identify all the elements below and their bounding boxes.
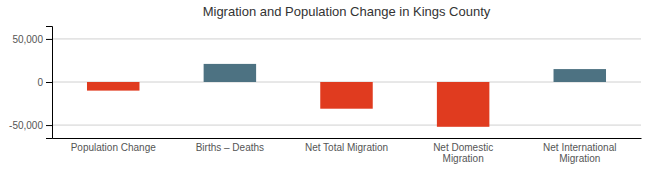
- y-tick: 50,000: [12, 34, 52, 45]
- x-tick-label-line: Net Total Migration: [305, 142, 388, 153]
- bar: [554, 69, 606, 82]
- y-tick-mark: [46, 82, 52, 83]
- x-tick-label: Net Total Migration: [305, 142, 388, 153]
- x-tick-label-line: Net International: [543, 142, 616, 153]
- bars: [87, 64, 606, 127]
- x-tick-label: Population Change: [71, 142, 157, 153]
- x-tick-label-line: Population Change: [71, 142, 157, 153]
- grid-line: [52, 125, 641, 126]
- x-tick: Population Change: [71, 138, 157, 153]
- grid: [52, 39, 641, 125]
- bar: [320, 82, 372, 109]
- y-axis-line: [46, 27, 53, 139]
- y-tick-label: 0: [37, 77, 43, 88]
- y-tick: -50,000: [9, 120, 52, 131]
- x-tick-label: Births – Deaths: [196, 142, 264, 153]
- x-tick-label-line: Migration: [559, 153, 600, 164]
- x-axis-line: [53, 138, 642, 139]
- y-tick-label: -50,000: [9, 120, 43, 131]
- x-tick-label-line: Net Domestic: [433, 142, 493, 153]
- x-tick-label-line: Births – Deaths: [196, 142, 264, 153]
- x-tick: Net InternationalMigration: [543, 138, 616, 164]
- bar: [437, 82, 489, 127]
- x-tick-label: Net InternationalMigration: [543, 142, 616, 164]
- chart-container: Migration and Population Change in Kings…: [0, 0, 653, 172]
- y-axis: -50,000 0 50,000: [9, 27, 52, 139]
- x-tick: Net DomesticMigration: [433, 138, 493, 164]
- x-tick: Net Total Migration: [305, 138, 388, 153]
- chart-title: Migration and Population Change in Kings…: [203, 4, 491, 19]
- bar: [204, 64, 256, 82]
- x-tick-label: Net DomesticMigration: [433, 142, 493, 164]
- x-axis: Population Change Births – Deaths Net Tota…: [53, 138, 642, 164]
- y-tick-mark: [46, 39, 52, 40]
- y-tick-label: 50,000: [12, 34, 43, 45]
- y-tick-mark: [46, 125, 52, 126]
- x-tick: Births – Deaths: [196, 138, 264, 153]
- plot: -50,000 0 50,000 Population Change Births – …: [9, 27, 641, 165]
- grid-line: [52, 38, 641, 39]
- bar: [87, 82, 139, 91]
- chart-svg: Migration and Population Change in Kings…: [0, 0, 653, 172]
- y-tick: 0: [37, 77, 52, 88]
- x-tick-label-line: Migration: [443, 153, 484, 164]
